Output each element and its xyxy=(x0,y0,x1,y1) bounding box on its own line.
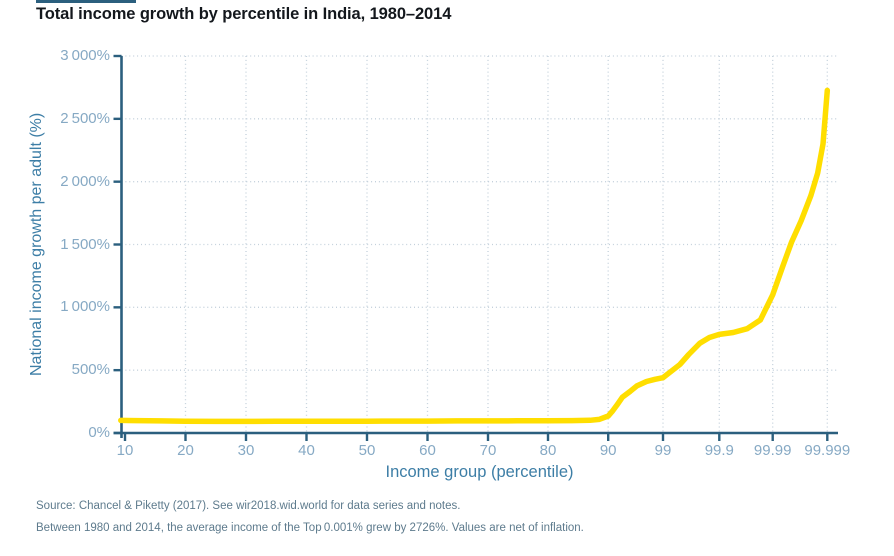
x-tick-label: 90 xyxy=(599,442,617,459)
x-tick-label: 40 xyxy=(298,442,315,459)
x-tick-label: 99.999 xyxy=(804,442,851,459)
income-growth-line xyxy=(118,87,831,425)
footnote: Between 1980 and 2014, the average incom… xyxy=(36,522,584,534)
x-tick-label: 99 xyxy=(654,442,672,459)
title-accent-rule xyxy=(36,0,136,3)
axes xyxy=(113,54,838,441)
x-tick-label: 50 xyxy=(358,442,376,459)
y-tick-label: 500% xyxy=(71,361,110,379)
y-tick-label: 0% xyxy=(88,424,110,441)
x-tick-label: 10 xyxy=(116,442,134,459)
x-axis-title: Income group (percentile) xyxy=(385,463,574,481)
chart-title: Total income growth by percentile in Ind… xyxy=(36,5,452,23)
gridlines xyxy=(121,55,838,433)
x-tick-label: 60 xyxy=(419,442,436,459)
y-tick-label: 1 500% xyxy=(60,235,110,253)
y-tick-label: 3 000% xyxy=(60,47,110,64)
x-tick-label: 99.9 xyxy=(704,442,734,459)
y-tick-label: 2 500% xyxy=(60,109,110,127)
x-tick-label: 99.99 xyxy=(753,442,792,459)
y-tick-label: 2 000% xyxy=(60,172,110,190)
x-tick-label: 70 xyxy=(479,442,497,459)
y-tick-label: 1 000% xyxy=(60,298,110,316)
x-tick-label: 30 xyxy=(237,442,255,459)
x-tick-label: 20 xyxy=(177,442,194,459)
source-note: Source: Chancel & Piketty (2017). See wi… xyxy=(36,500,461,512)
x-tick-label: 80 xyxy=(539,442,557,459)
